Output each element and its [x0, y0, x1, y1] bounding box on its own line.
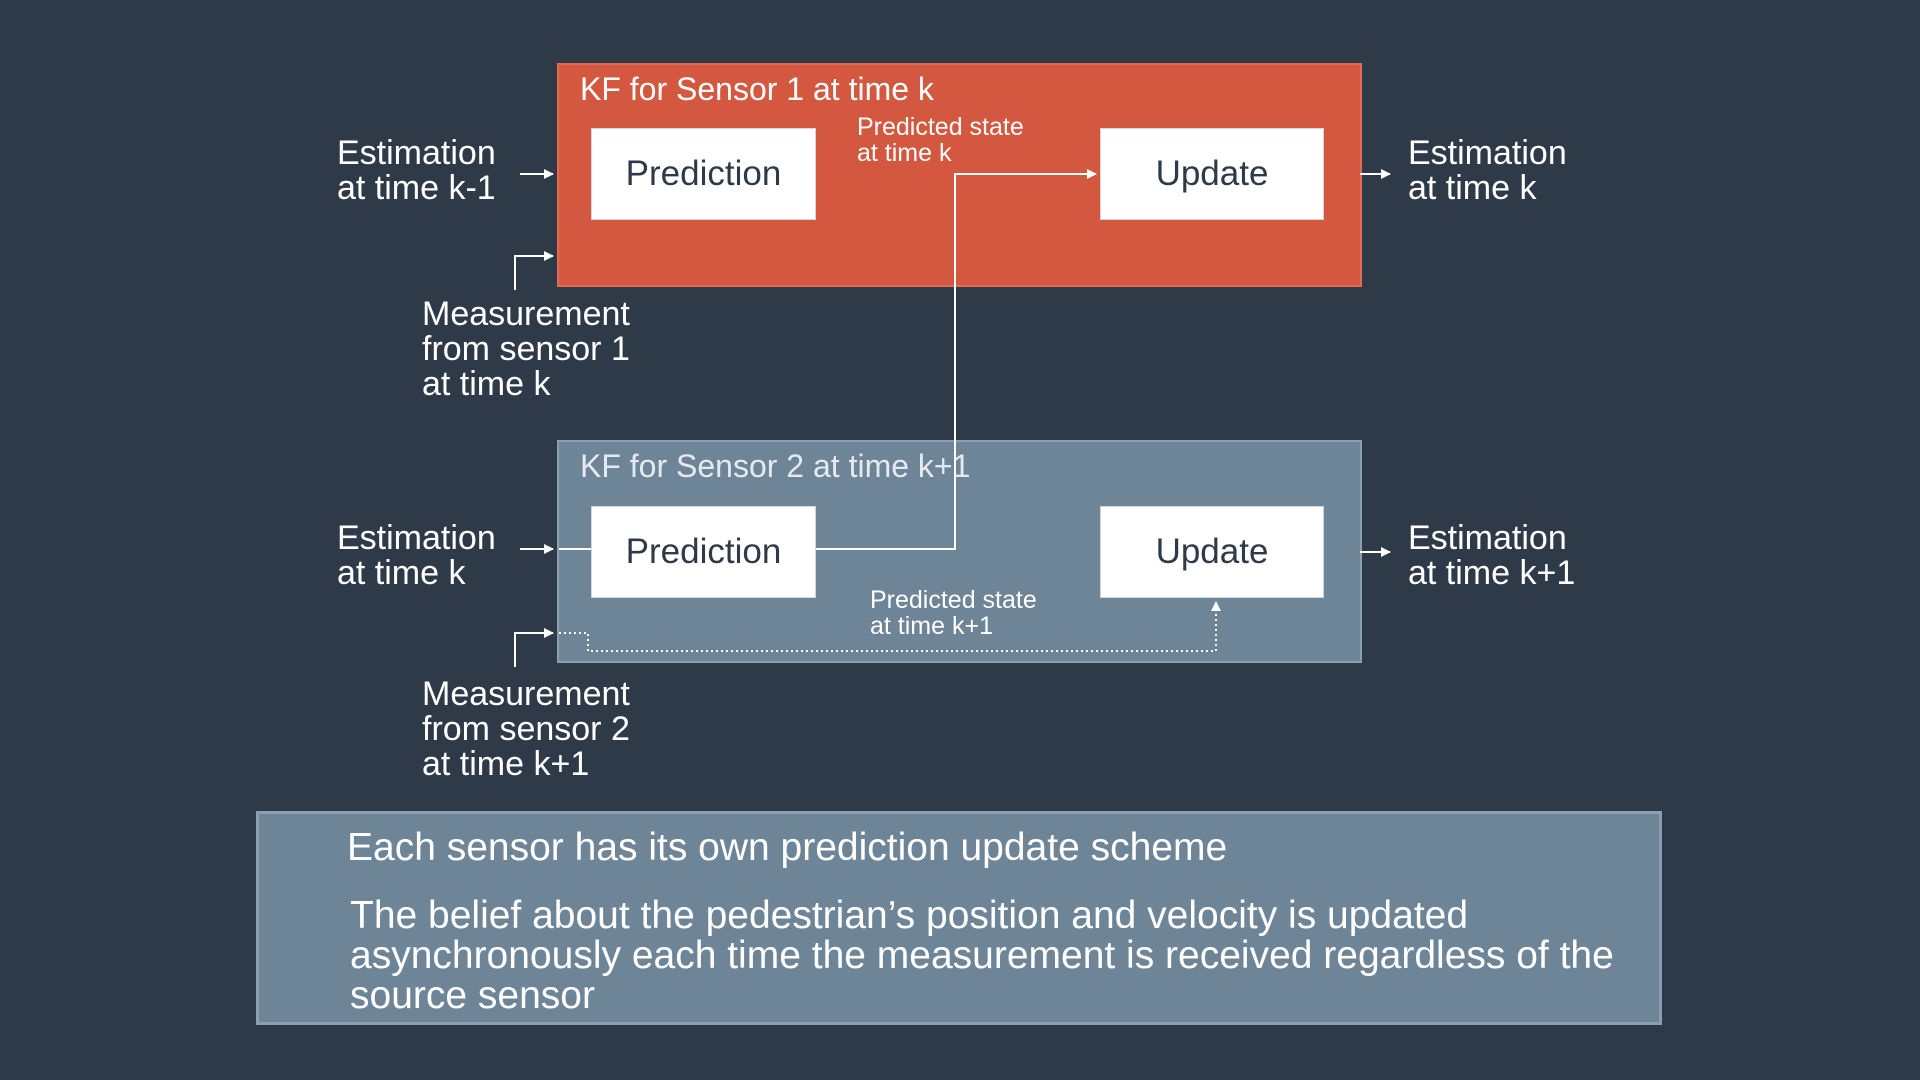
kf-sensor-2-title: KF for Sensor 2 at time k+1: [580, 448, 971, 484]
estimation-output-1-label: Estimation at time k: [1408, 134, 1567, 207]
kf1-predicted-state-label: Predicted state at time k: [857, 113, 1024, 167]
measurement-sensor-2-label: Measurement from sensor 2 at time k+1: [422, 675, 630, 783]
estimation-output-2-label: Estimation at time k+1: [1408, 519, 1576, 592]
note-box: Each sensor has its own prediction updat…: [256, 811, 1662, 1025]
arrow-kf2-measurement-to-update: [559, 601, 1221, 652]
arrow-kf2-prediction-to-kf1-update: [816, 169, 1097, 550]
kf-sensor-1-title: KF for Sensor 1 at time k: [580, 71, 934, 107]
note-line-1: Each sensor has its own prediction updat…: [347, 826, 1228, 869]
kf2-update-block: Update: [1100, 506, 1324, 598]
estimation-input-1-label: Estimation at time k-1: [337, 134, 496, 207]
kf2-prediction-block: Prediction: [591, 506, 816, 598]
kf1-prediction-block: Prediction: [591, 128, 816, 220]
kf1-update-block: Update: [1100, 128, 1324, 220]
kf2-predicted-state-label: Predicted state at time k+1: [870, 586, 1037, 640]
note-line-2: The belief about the pedestrian’s positi…: [350, 894, 1614, 1017]
arrow-measurement-2: [514, 628, 554, 667]
estimation-input-2-label: Estimation at time k: [337, 519, 496, 592]
arrow-measurement-1: [514, 251, 554, 290]
measurement-sensor-1-label: Measurement from sensor 1 at time k: [422, 295, 630, 403]
